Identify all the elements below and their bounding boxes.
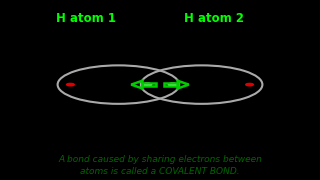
- Ellipse shape: [168, 83, 177, 86]
- Text: H atom 1: H atom 1: [56, 12, 116, 24]
- Text: atoms is called a COVALENT BOND.: atoms is called a COVALENT BOND.: [80, 167, 240, 176]
- Text: A bond caused by sharing electrons between: A bond caused by sharing electrons betwe…: [58, 155, 262, 164]
- Ellipse shape: [143, 83, 152, 86]
- Ellipse shape: [246, 83, 253, 86]
- Text: H atom 2: H atom 2: [184, 12, 244, 24]
- Ellipse shape: [67, 83, 74, 86]
